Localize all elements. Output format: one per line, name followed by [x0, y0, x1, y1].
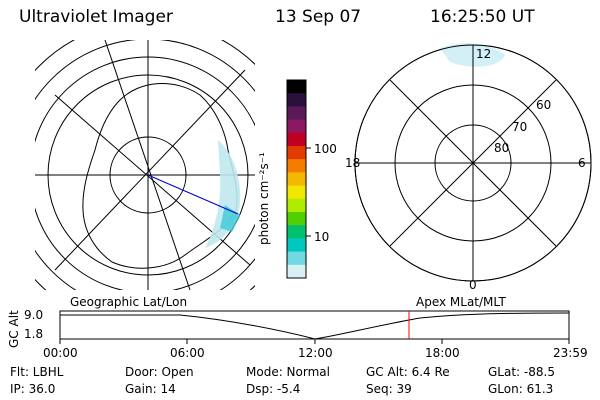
sun-direction-line — [147, 174, 239, 215]
geographic-map — [35, 40, 255, 290]
colorbar-segment — [287, 132, 306, 147]
colorbar-segment — [287, 80, 306, 94]
color-bar — [287, 80, 306, 279]
colorbar-unit-label: photon cm⁻²s⁻¹ — [257, 152, 271, 245]
mode-readout: Mode: Normal — [246, 365, 330, 379]
altitude-strip — [59, 310, 570, 344]
time-tick-2359: 23:59 — [553, 346, 588, 360]
colorbar-segment — [287, 172, 306, 187]
glon-readout: GLon: 61.3 — [488, 382, 554, 396]
colorbar-segment — [287, 198, 306, 213]
time-tick-0600: 06:00 — [170, 346, 205, 360]
colorbar-segment — [287, 251, 306, 266]
apex-label: Apex MLat/MLT — [416, 295, 506, 309]
filter-readout: Flt: LBHL — [10, 365, 64, 379]
dsp-readout: Dsp: -5.4 — [246, 382, 301, 396]
gc-alt-axis-label: GC Alt — [7, 310, 21, 348]
geographic-label: Geographic Lat/Lon — [70, 295, 188, 309]
gain-readout: Gain: 14 — [125, 382, 176, 396]
mlt-label-right: 6 — [578, 156, 586, 170]
mlat-label-70: 70 — [512, 120, 528, 134]
time-label: 16:25:50 UT — [430, 7, 535, 27]
colorbar-segment — [287, 185, 306, 200]
colorbar-segment — [287, 119, 306, 134]
colorbar-segment — [287, 264, 306, 279]
gc-alt-readout: GC Alt: 6.4 Re — [366, 365, 450, 379]
instrument-title: Ultraviolet Imager — [19, 7, 173, 27]
ip-readout: IP: 36.0 — [10, 382, 56, 396]
mlat-label-60: 60 — [536, 98, 552, 112]
gc-alt-tick-low: 1.8 — [24, 327, 44, 341]
seq-readout: Seq: 39 — [366, 382, 412, 396]
colorbar-tick-100: 100 — [314, 142, 337, 156]
time-tick-0000: 00:00 — [43, 346, 78, 360]
date-label: 13 Sep 07 — [275, 7, 362, 27]
time-tick-1800: 18:00 — [425, 346, 460, 360]
mlt-label-bottom: 0 — [469, 278, 477, 292]
colorbar-segment — [287, 159, 306, 173]
gc-alt-tick-high: 9.0 — [24, 308, 44, 322]
mlat-label-80: 80 — [494, 141, 510, 155]
colorbar-segment — [287, 106, 306, 121]
colorbar-segment — [287, 212, 306, 226]
mlt-label-left: 18 — [345, 156, 361, 170]
colorbar-segment — [287, 93, 306, 107]
glat-readout: GLat: -88.5 — [488, 365, 555, 379]
colorbar-segment — [287, 146, 306, 160]
colorbar-tick-10: 10 — [314, 230, 330, 244]
colorbar-segment — [287, 238, 306, 253]
polar-plot — [354, 43, 592, 282]
time-tick-1200: 12:00 — [298, 346, 333, 360]
mlt-label-top: 12 — [476, 47, 492, 61]
door-readout: Door: Open — [125, 365, 194, 379]
colorbar-segment — [287, 225, 306, 239]
